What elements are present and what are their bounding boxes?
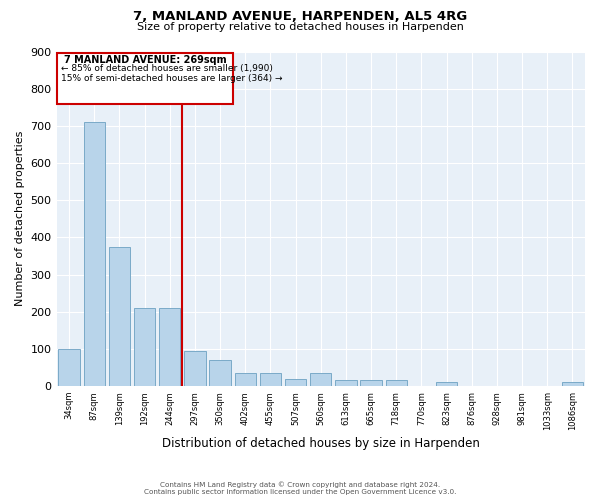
Bar xyxy=(285,378,307,386)
Bar xyxy=(134,308,155,386)
Text: Size of property relative to detached houses in Harpenden: Size of property relative to detached ho… xyxy=(137,22,463,32)
Bar xyxy=(361,380,382,386)
Bar xyxy=(436,382,457,386)
Text: Contains HM Land Registry data © Crown copyright and database right 2024.
Contai: Contains HM Land Registry data © Crown c… xyxy=(144,482,456,495)
Text: 7 MANLAND AVENUE: 269sqm: 7 MANLAND AVENUE: 269sqm xyxy=(64,54,226,64)
X-axis label: Distribution of detached houses by size in Harpenden: Distribution of detached houses by size … xyxy=(162,437,480,450)
Bar xyxy=(109,246,130,386)
Bar xyxy=(209,360,231,386)
Bar xyxy=(83,122,105,386)
Bar xyxy=(335,380,356,386)
FancyBboxPatch shape xyxy=(57,54,233,104)
Bar xyxy=(386,380,407,386)
Bar xyxy=(235,373,256,386)
Text: 15% of semi-detached houses are larger (364) →: 15% of semi-detached houses are larger (… xyxy=(61,74,283,83)
Bar xyxy=(58,349,80,386)
Bar xyxy=(562,382,583,386)
Bar xyxy=(159,308,181,386)
Bar xyxy=(310,373,331,386)
Bar xyxy=(184,351,206,386)
Text: 7, MANLAND AVENUE, HARPENDEN, AL5 4RG: 7, MANLAND AVENUE, HARPENDEN, AL5 4RG xyxy=(133,10,467,23)
Bar xyxy=(260,373,281,386)
Y-axis label: Number of detached properties: Number of detached properties xyxy=(15,131,25,306)
Text: ← 85% of detached houses are smaller (1,990): ← 85% of detached houses are smaller (1,… xyxy=(61,64,272,74)
